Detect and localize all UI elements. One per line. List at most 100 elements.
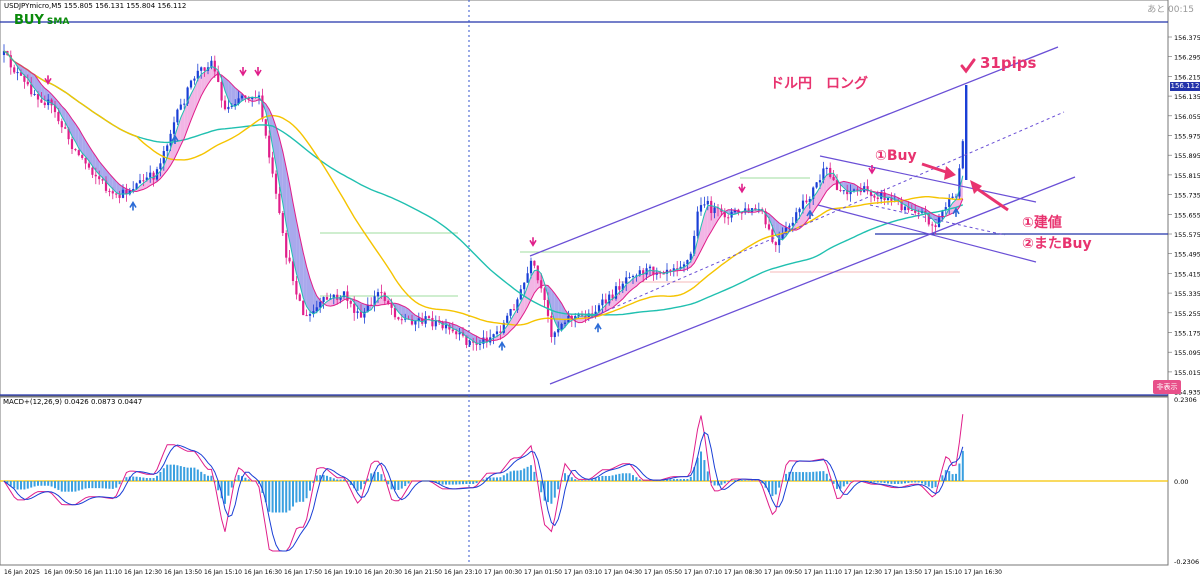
macd-bar: [696, 457, 699, 481]
macd-bar: [210, 475, 213, 481]
macd-bar: [523, 468, 526, 481]
candle-body: [608, 294, 611, 304]
candle-body: [271, 157, 274, 174]
sell-arrow-icon: [254, 67, 262, 77]
ribbon-segment: [231, 84, 236, 107]
macd-bar: [183, 466, 186, 481]
macd-bar: [159, 472, 162, 481]
candle-body: [533, 260, 536, 266]
candle-body: [23, 75, 26, 82]
macd-bar: [285, 481, 288, 513]
flag-mid[interactable]: [869, 204, 1006, 236]
ribbon-segment: [493, 336, 497, 341]
candle-body: [315, 307, 318, 312]
macd-bar: [900, 481, 903, 484]
macd-bar: [224, 481, 226, 504]
macd-bar: [57, 481, 60, 490]
macd-bar: [407, 481, 410, 484]
candle-body: [77, 150, 80, 156]
ribbon-segment: [820, 179, 824, 203]
macd-bar: [829, 478, 832, 481]
price-tick-label: 156.215: [1174, 73, 1200, 81]
ribbon-segment: [401, 305, 406, 319]
ribbon-segment: [843, 181, 848, 192]
candle-body: [543, 288, 546, 300]
macd-bar: [577, 480, 580, 481]
candle-body: [852, 189, 856, 191]
candle-body: [846, 190, 849, 195]
buy-arrow-icon: [171, 134, 179, 144]
macd-bar: [77, 481, 80, 491]
macd-bar: [441, 481, 444, 485]
candle-body: [30, 84, 33, 95]
macd-bar: [9, 481, 12, 486]
price-tick-label: 155.415: [1174, 270, 1200, 278]
macd-bar: [502, 475, 505, 481]
macd-bar: [774, 481, 777, 495]
candle-body: [512, 309, 516, 311]
ribbon-segment: [78, 128, 83, 154]
macd-bar: [557, 481, 560, 490]
candle-body: [703, 204, 706, 206]
candle-body: [278, 193, 281, 213]
candle-body: [125, 189, 128, 195]
ribbon-segment: [602, 304, 606, 313]
buy-arrow-icon: [498, 340, 506, 351]
macd-bar: [846, 481, 849, 485]
macd-bar: [203, 474, 206, 481]
flag-lower[interactable]: [817, 204, 1037, 263]
macd-bar: [370, 473, 373, 481]
ribbon-segment: [578, 316, 582, 323]
macd-bar: [638, 479, 641, 481]
candle-body: [149, 172, 152, 178]
channel-lower[interactable]: [549, 176, 1076, 385]
macd-bar: [383, 479, 386, 481]
time-tick-label: 17 Jan 08:30: [724, 569, 762, 576]
macd-bar: [190, 467, 192, 481]
channel-mid[interactable]: [589, 111, 1065, 319]
candle-body: [339, 296, 342, 300]
macd-bar: [526, 466, 529, 481]
candle-body: [50, 99, 53, 106]
candle-body: [628, 277, 631, 279]
candle-body: [237, 98, 240, 105]
candle-body: [713, 207, 716, 214]
macd-bar: [836, 481, 838, 489]
macd-bar: [482, 479, 485, 481]
flag-upper[interactable]: [819, 155, 1037, 203]
macd-bar: [132, 476, 135, 481]
macd-bar: [570, 477, 573, 481]
macd-bar: [105, 481, 107, 489]
ribbon-segment: [167, 148, 171, 171]
annotation-buy2: ②またBuy: [1022, 236, 1092, 252]
macd-bar: [84, 481, 87, 489]
macd-bar: [475, 481, 478, 484]
macd-bar: [506, 473, 509, 481]
ribbon-segment: [701, 214, 705, 251]
macd-bar: [360, 481, 362, 490]
macd-bar: [149, 478, 152, 481]
ribbon-segment: [293, 202, 297, 274]
sell-arrow-icon: [239, 67, 247, 77]
candle-body: [210, 60, 213, 68]
candle-body: [733, 209, 737, 213]
hide-button[interactable]: 非表示: [1153, 380, 1181, 394]
macd-bar: [839, 481, 842, 489]
macd-bar: [305, 481, 308, 499]
flag-channel[interactable]: [817, 155, 1037, 263]
macd-bar: [720, 481, 723, 485]
ribbon-segment: [463, 328, 467, 337]
candle-body: [203, 67, 206, 71]
candle-body: [414, 320, 417, 325]
candle-body: [642, 270, 645, 275]
candle-body: [961, 141, 964, 169]
ribbon-segment: [75, 123, 79, 149]
trend-channel[interactable]: [529, 46, 1076, 385]
annotation-entry: ①建値: [1022, 215, 1062, 231]
macd-bar: [931, 481, 934, 489]
ribbon-segment: [551, 289, 555, 322]
ribbon-segment: [72, 118, 76, 142]
candle-body: [669, 269, 672, 271]
channel-upper[interactable]: [529, 46, 1059, 257]
